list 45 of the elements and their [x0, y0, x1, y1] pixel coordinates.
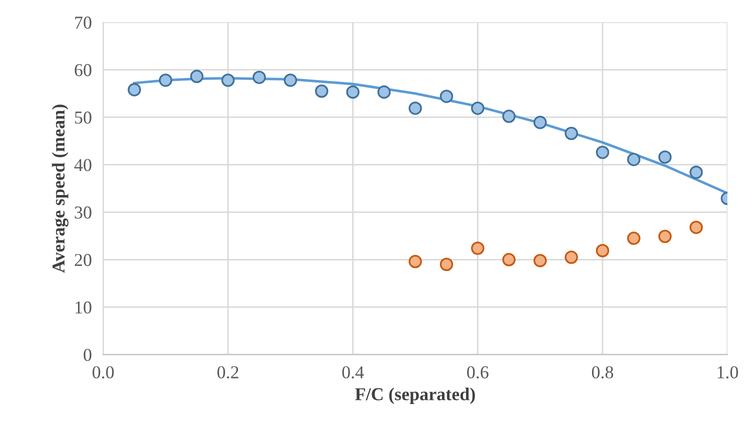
y-tick-label: 20 [74, 254, 92, 266]
x-tick-label: 0.2 [217, 366, 238, 378]
point [533, 254, 547, 268]
point [346, 85, 360, 99]
x-tick-label: 1.0 [718, 366, 738, 378]
point [408, 102, 422, 115]
point [596, 146, 610, 160]
point [128, 83, 142, 96]
x-tick-label: 0.0 [92, 366, 114, 378]
x-tick-label: 0.8 [592, 366, 614, 378]
y-axis-title: Average speed (mean) [52, 104, 68, 273]
point [502, 110, 516, 123]
point [408, 254, 422, 268]
point [471, 242, 484, 255]
point [440, 258, 454, 272]
point [440, 90, 454, 103]
point [221, 74, 235, 87]
point [627, 152, 640, 166]
point [596, 244, 610, 258]
point [315, 84, 328, 98]
point [533, 116, 547, 130]
point [284, 74, 298, 87]
point [658, 230, 672, 244]
point [502, 252, 516, 266]
y-tick-label: 60 [74, 64, 92, 76]
y-tick-label: 50 [75, 111, 92, 124]
y-tick-label: 0 [84, 348, 92, 362]
point [471, 102, 484, 115]
x-tick-label: 0.6 [467, 366, 488, 378]
y-tick-label: 30 [74, 206, 92, 219]
point [252, 70, 266, 84]
point [564, 126, 578, 140]
point [158, 74, 172, 87]
point [190, 70, 204, 84]
point [690, 220, 703, 234]
y-tick-label: 70 [75, 16, 92, 29]
x-axis-title: F/C (separated) [355, 388, 475, 404]
x-tick-label: 0.4 [342, 366, 364, 378]
point [564, 250, 578, 264]
point [377, 85, 391, 99]
y-tick-label: 10 [76, 301, 92, 314]
point [690, 166, 703, 179]
point [627, 232, 640, 245]
y-tick-label: 40 [74, 158, 92, 172]
point [658, 150, 672, 164]
